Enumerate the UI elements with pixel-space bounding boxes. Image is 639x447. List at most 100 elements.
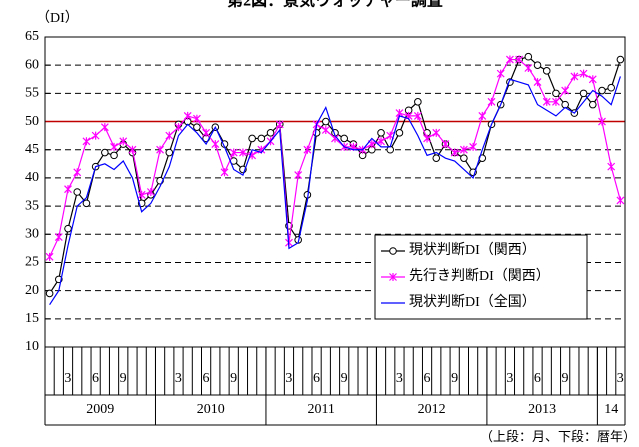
legend-box [374,234,588,320]
point [248,134,256,143]
point [570,72,579,81]
y-tick-label: 10 [25,339,39,354]
series-line [49,58,621,258]
point [533,78,542,87]
point [64,185,72,194]
point [552,89,560,98]
y-axis-label: （DI） [36,10,79,26]
year-label: 14 [604,402,618,417]
point [616,196,625,205]
point [321,117,330,126]
point [487,97,496,106]
x-tick-label: 3 [396,371,403,386]
point [192,114,201,123]
y-tick-label: 20 [25,283,39,298]
point [579,89,588,98]
year-label: 2011 [307,402,334,417]
series-line [49,76,621,306]
x-tick-label: 3 [64,371,71,386]
point [229,148,238,157]
point [432,154,441,162]
point [414,98,422,106]
legend-label: 現状判断DI（全国） [409,293,536,310]
point [45,252,54,261]
point [202,128,211,137]
y-tick-label: 55 [25,86,39,101]
point [73,168,82,177]
x-tick-label: 3 [506,371,513,386]
x-tick-label: 3 [617,371,624,386]
x-tick-label: 6 [313,371,320,386]
point [73,188,82,196]
point [533,61,542,69]
point [294,171,303,180]
point [524,52,533,61]
point [395,129,404,137]
point [552,97,560,106]
y-tick-label: 30 [25,226,39,241]
point [588,75,597,84]
x-tick-label: 9 [451,371,458,386]
y-tick-label: 60 [25,57,39,72]
point [193,123,201,131]
year-label: 2009 [86,402,114,417]
point [165,148,174,157]
point [616,55,625,64]
point [561,86,570,95]
legend-marker [389,273,397,281]
y-tick-label: 25 [25,255,39,270]
point [165,131,174,140]
point [183,111,192,120]
point [598,86,606,95]
y-tick-label: 65 [25,29,39,44]
series [45,55,625,261]
x-tick-label: 6 [92,371,99,386]
point [174,123,183,132]
point [220,168,229,177]
y-tick-label: 15 [25,311,39,326]
legend-marker [389,247,397,255]
point [478,111,487,120]
point [303,145,312,154]
legend-label: 現状判断DI（関西） [409,242,536,258]
point [146,188,155,196]
y-tick-label: 40 [25,170,39,185]
year-label: 2010 [197,402,225,417]
point [377,137,385,146]
x-tick-label: 9 [341,371,348,386]
point [469,142,478,151]
x-tick-label: 6 [534,371,541,386]
point [257,134,266,143]
point [579,69,588,78]
point [441,140,450,149]
x-tick-label: 6 [203,371,210,386]
point [275,120,284,129]
x-tick-label: 9 [562,371,569,386]
point [91,131,100,140]
point [119,137,128,146]
point [505,55,514,64]
x-tick-label: 9 [230,371,237,386]
point [542,97,551,106]
y-tick-label: 35 [25,198,39,213]
point [524,64,533,72]
point [377,129,385,137]
point [137,190,146,199]
point [460,154,468,162]
chart-title: 第2図：景気ウォッチャー調査 [227,0,443,10]
point [607,83,615,92]
point [100,123,109,132]
x-tick-label: 3 [285,371,292,386]
y-tick-label: 45 [25,142,39,157]
point [496,69,505,78]
point [607,162,616,171]
year-label: 2013 [528,402,556,417]
x-tick-label: 9 [120,371,127,386]
point [459,145,468,154]
point [432,128,441,137]
point [239,148,247,157]
point [266,129,275,137]
point [450,148,459,157]
point [82,199,91,208]
